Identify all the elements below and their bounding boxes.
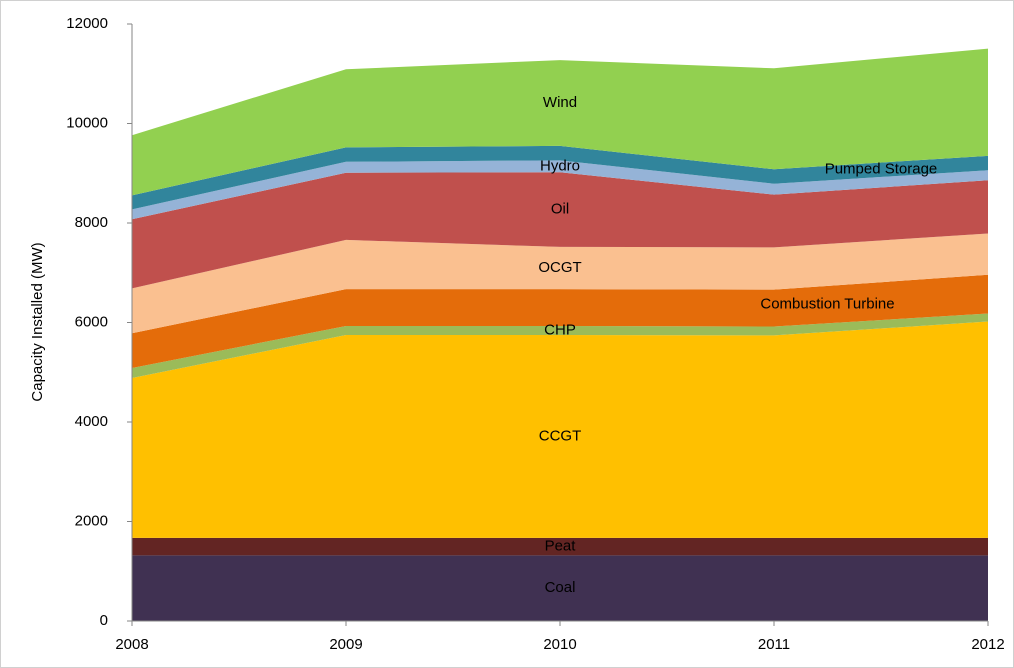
y-axis-label: Capacity Installed (MW) (29, 242, 46, 401)
area (132, 555, 988, 621)
series-label: CHP (544, 321, 576, 338)
x-tick-label: 2012 (971, 636, 1004, 653)
series-label: Coal (545, 579, 576, 596)
area (132, 321, 988, 538)
y-tick-label: 0 (100, 612, 108, 629)
x-tick-label: 2010 (543, 636, 576, 653)
y-tick-label: 6000 (75, 313, 108, 330)
area (132, 172, 988, 289)
series-label: OCGT (538, 259, 581, 276)
area (132, 160, 988, 220)
series-label: Pumped Storage (825, 161, 938, 178)
area (132, 274, 988, 369)
series-label: Combustion Turbine (760, 296, 894, 313)
series-label: Oil (551, 201, 569, 218)
area (132, 48, 988, 196)
y-tick-label: 4000 (75, 413, 108, 430)
y-tick-label: 10000 (66, 114, 108, 131)
area (132, 233, 988, 334)
series-label: CCGT (539, 427, 582, 444)
x-tick-label: 2009 (329, 636, 362, 653)
x-tick-label: 2011 (758, 636, 790, 653)
y-tick-label: 8000 (75, 214, 108, 231)
area (132, 537, 988, 556)
y-tick-label: 2000 (75, 512, 108, 529)
area (132, 313, 988, 378)
series-label: Peat (545, 538, 577, 555)
y-tick-label: 12000 (66, 15, 108, 32)
series-label: Hydro (540, 157, 580, 174)
area (132, 145, 988, 210)
x-tick-label: 2008 (115, 636, 148, 653)
series-label: Wind (543, 94, 577, 111)
